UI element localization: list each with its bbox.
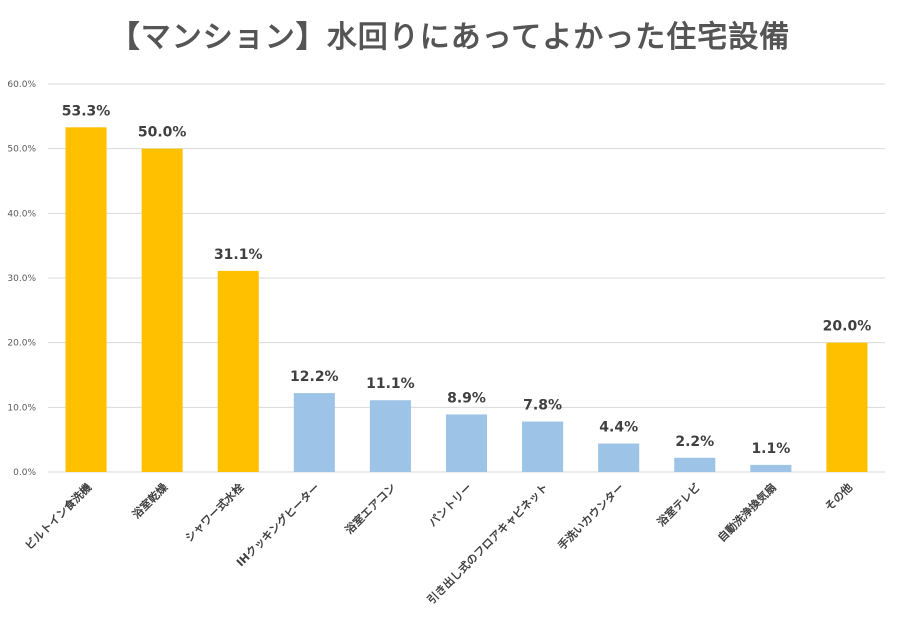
- x-tick-label: 浴室エアコン: [342, 480, 399, 537]
- bar: [218, 271, 259, 472]
- bar: [294, 393, 335, 472]
- bar-value-label: 1.1%: [751, 441, 790, 457]
- y-tick-label: 0.0%: [13, 468, 36, 478]
- y-tick-label: 40.0%: [7, 209, 36, 219]
- x-tick-label: シャワー式水栓: [182, 480, 246, 544]
- x-tick-label: パントリー: [426, 481, 474, 529]
- bar-value-label: 50.0%: [138, 125, 187, 141]
- bars: [66, 127, 868, 472]
- bar: [522, 422, 563, 472]
- value-labels: 53.3% 50.0% 31.1% 12.2% 11.1% 8.9% 7.8% 4.4% 2.2…: [62, 103, 871, 457]
- x-tick-label: 浴室テレビ: [654, 480, 703, 529]
- y-tick-label: 20.0%: [7, 339, 36, 349]
- y-tick-label: 30.0%: [7, 274, 36, 284]
- bar-value-label: 8.9%: [447, 390, 486, 406]
- bar-value-label: 4.4%: [599, 420, 638, 436]
- bar: [750, 465, 791, 472]
- bar-value-label: 7.8%: [523, 398, 562, 414]
- bar-value-label: 31.1%: [214, 247, 263, 263]
- bar-value-label: 11.1%: [366, 376, 415, 392]
- y-tick-label: 10.0%: [7, 403, 36, 413]
- x-tick-label: その他: [822, 480, 855, 513]
- bar-value-label: 53.3%: [62, 103, 111, 119]
- bar: [66, 127, 107, 472]
- y-tick-label: 50.0%: [7, 145, 36, 155]
- bar: [674, 458, 715, 472]
- bar: [598, 444, 639, 472]
- y-axis-ticks: 0.0% 10.0% 20.0% 30.0% 40.0% 50.0% 60.0%: [7, 80, 36, 478]
- bar: [142, 149, 183, 472]
- bar-value-label: 12.2%: [290, 369, 339, 385]
- bar-value-label: 20.0%: [823, 319, 872, 335]
- bar: [370, 400, 411, 472]
- x-tick-label: IHクッキングヒーター: [233, 480, 322, 569]
- bar-value-label: 2.2%: [675, 434, 714, 450]
- x-tick-label: ビルトイン食洗機: [22, 480, 94, 552]
- x-tick-label: 浴室乾燥: [129, 480, 171, 522]
- y-tick-label: 60.0%: [7, 80, 36, 90]
- bar: [446, 414, 487, 472]
- bar: [826, 343, 867, 472]
- x-tick-label: 引き出し式のフロアキャビネット: [424, 480, 551, 607]
- x-tick-label: 手洗いカウンター: [555, 480, 627, 552]
- x-tick-label: 自動洗浄換気扇: [715, 480, 779, 544]
